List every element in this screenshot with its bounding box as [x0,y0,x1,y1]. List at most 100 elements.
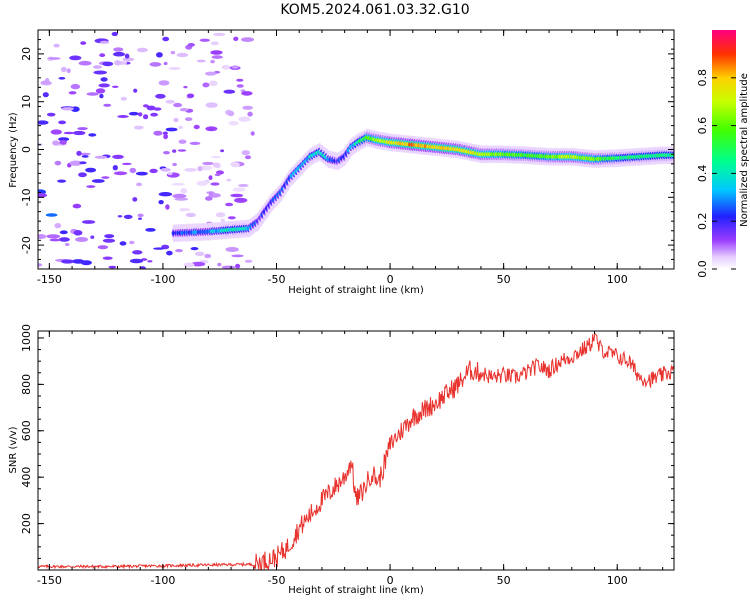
heatmap-noise-cell [143,104,149,108]
heatmap-noise-cell [228,121,239,126]
heatmap-noise-cell [48,57,61,60]
heatmap-noise-cell [163,151,170,155]
heatmap-noise-cell [211,55,223,59]
heatmap-noise-cell [236,78,244,82]
heatmap-noise-cell [208,175,213,181]
heatmap-noise-cell [168,67,181,70]
colorbar-tick-label: 0.2 [696,212,709,230]
heatmap-noise-cell [210,59,216,64]
heatmap-noise-cell [78,172,87,178]
heatmap-xlabel: Height of straight line (km) [288,285,424,296]
heatmap-noise-cell [165,127,178,132]
heatmap-noise-cell [220,218,225,223]
heatmap-noise-cell [68,91,77,95]
heatmap-noise-cell [70,83,81,90]
heatmap-noise-cell [112,165,118,171]
heatmap-noise-cell [196,59,206,63]
heatmap-noise-cell [235,263,241,269]
heatmap-noise-cell [231,254,244,258]
heatmap-noise-cell [193,124,200,130]
heatmap-noise-cell [202,82,210,88]
heatmap-noise-cell [205,102,218,108]
heatmap-noise-cell [78,152,91,156]
heatmap-noise-cell [215,212,226,218]
heatmap-noise-cell [42,92,49,98]
heatmap-noise-cell [241,91,253,96]
heatmap-noise-cell [172,163,177,166]
heatmap-noise-cell [100,77,108,82]
snr-ylabel: SNR (v/v) [8,426,19,473]
heatmap-noise-cell [78,60,92,66]
heatmap-noise-cell [79,161,87,165]
snr-y-tick-label: 800 [20,374,33,395]
heatmap-noise-cell [112,154,124,159]
heatmap-noise-cell [212,162,220,168]
heatmap-noise-cell [113,171,128,176]
heatmap-noise-cell [136,182,142,187]
heatmap-noise-cell [59,230,68,235]
heatmap-noise-cell [57,179,67,183]
heatmap-noise-cell [158,192,173,197]
heatmap-y-tick-label: 20 [20,47,33,61]
heatmap-noise-cell [210,155,221,159]
heatmap-noise-cell [176,52,189,58]
heatmap-noise-cell [175,249,183,253]
heatmap-noise-cell [230,162,240,168]
heatmap-noise-cell [129,258,144,264]
heatmap-noise-cell [238,183,249,188]
heatmap-x-tick-label: 100 [607,273,628,286]
heatmap-noise-cell [202,161,214,166]
heatmap-noise-cell [153,130,163,136]
heatmap-noise-cell [81,155,89,158]
heatmap-noise-cell [226,178,232,182]
colorbar [712,30,736,269]
heatmap-noise-cell [38,192,47,198]
snr-axes: -150 -100 -50 0 50 100 200 400 600 800 1000 [20,324,674,587]
heatmap-noise-cell [183,262,195,268]
heatmap-noise-cell [163,133,169,140]
heatmap-noise-cell [111,31,119,37]
heatmap-noise-cell [59,139,67,145]
heatmap-noise-cell [156,52,163,58]
heatmap-noise-cell [58,237,70,242]
snr-frame [37,330,675,571]
heatmap-noise-cell [99,93,104,99]
heatmap-ylabel: Frequency (Hz) [8,112,19,188]
heatmap-noise-cell [61,107,74,111]
heatmap-y-tick-label: -20 [20,236,33,254]
colorbar-tick-label: 0.4 [696,165,709,183]
heatmap-noise-cell [223,89,236,94]
snr-y-tick-label: 200 [20,513,33,534]
heatmap-noise-cell [221,64,231,70]
heatmap-noise-cell [170,51,176,55]
heatmap-noise-cell [104,234,115,239]
heatmap-noise-cell [49,238,62,242]
heatmap-noise-cell [91,179,105,183]
heatmap-noise-cell [189,141,201,145]
heatmap-noise-cell [45,213,58,217]
heatmap-noise-cell [165,204,170,210]
heatmap-noise-cell [102,256,113,260]
heatmap-noise-cell [139,266,146,269]
heatmap-x-tick-label: -50 [268,273,286,286]
heatmap-noise-cell [166,250,173,256]
heatmap-noise-cell [183,85,188,89]
heatmap-noise-cell [122,57,135,62]
heatmap-noise-cell [173,117,179,123]
heatmap-noise-cell [197,166,203,172]
heatmap-noise-cell [133,88,138,93]
snr-x-tick-label: -50 [268,574,286,587]
heatmap-noise-cell [143,114,149,120]
heatmap-noise-cell [58,137,70,142]
heatmap-noise-cell [102,238,116,243]
heatmap-noise-cell [153,107,162,111]
heatmap-noise-cell [129,240,135,245]
heatmap-noise-cell [158,80,170,86]
snr-y-tick-label: 1000 [20,324,33,352]
heatmap-noise-cell [185,117,193,121]
heatmap-noise-cell [205,196,213,201]
colorbar-label: Normalized spectral amplitude [739,73,750,227]
heatmap-noise-cell [155,93,166,99]
